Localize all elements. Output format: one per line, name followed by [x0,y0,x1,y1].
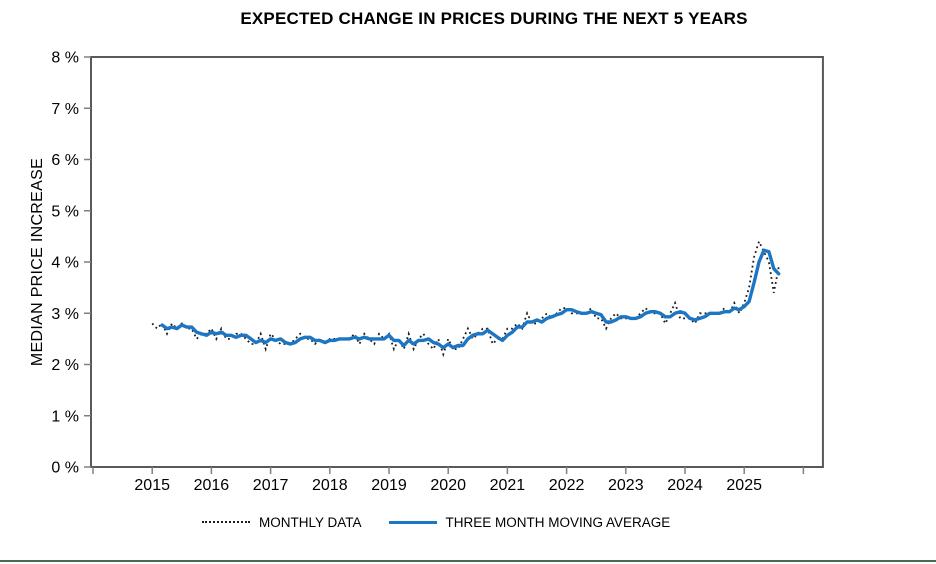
x-tick-label: 2024 [667,477,703,494]
x-tick-label: 2017 [253,477,289,494]
legend-label-monthly-data: MONTHLY DATA [259,514,362,530]
y-tick-label: 2 % [51,357,79,374]
x-tick-label: 2021 [490,477,526,494]
legend: MONTHLY DATA THREE MONTH MOVING AVERAGE [202,513,670,531]
y-tick-label: 0 % [51,460,79,477]
bottom-divider [0,560,936,562]
legend-label-moving-average: THREE MONTH MOVING AVERAGE [445,514,671,530]
y-tick-label: 3 % [51,306,79,323]
x-tick-label: 2022 [549,477,585,494]
plot-frame [90,56,824,468]
x-tick-label: 2016 [194,477,230,494]
y-tick-label: 1 % [51,408,79,425]
x-tick-label: 2025 [726,477,762,494]
y-tick-label: 5 % [51,203,79,220]
y-tick-label: 7 % [51,101,79,118]
y-tick-label: 4 % [51,255,79,272]
y-tick-label: 6 % [51,152,79,169]
chart-title: EXPECTED CHANGE IN PRICES DURING THE NEX… [240,9,748,28]
x-tick-label: 2018 [312,477,348,494]
y-tick-label: 8 % [51,50,79,67]
x-tick-label: 2015 [134,477,170,494]
x-tick-label: 2020 [430,477,466,494]
moving-average-line-swatch [388,520,437,524]
x-tick-label: 2023 [608,477,644,494]
x-tick-label: 2019 [371,477,407,494]
moving-average-series [160,248,781,350]
monthly-data-line-swatch [202,521,250,523]
